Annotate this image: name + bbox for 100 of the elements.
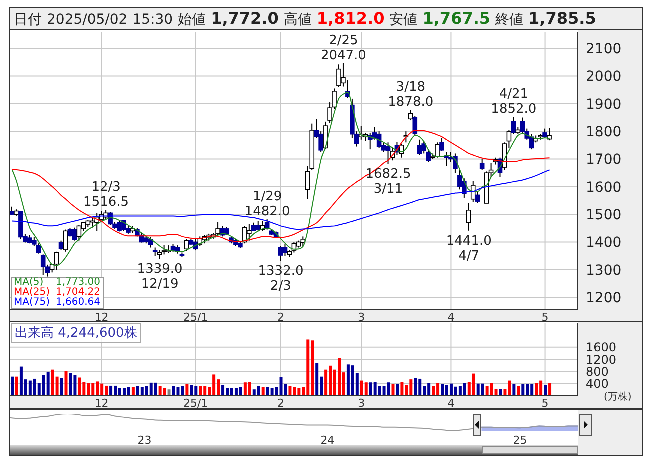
bar (548, 383, 552, 396)
bar (15, 376, 18, 396)
bar (172, 386, 176, 396)
x-tick-label: 24 (320, 434, 335, 447)
bar (46, 372, 50, 396)
candlestick (40, 254, 46, 276)
x-tick-label: 5 (542, 310, 549, 324)
annotation: 1/29 1482.0 (244, 190, 290, 220)
bar (544, 385, 548, 396)
bar (186, 384, 189, 396)
bar (396, 384, 400, 396)
y-tick-label: 1900 (586, 96, 622, 113)
y-axis-title: (万株) (604, 392, 632, 403)
bar (414, 378, 418, 396)
bar (387, 382, 390, 396)
annotation: 2/25 2047.0 (320, 33, 366, 64)
annotation: 1339.0 12/19 (137, 262, 183, 292)
bar (110, 386, 113, 396)
bar (248, 382, 252, 396)
annotation: 1682.5 3/11 (366, 167, 412, 198)
x-tick-label: 3 (358, 396, 366, 410)
y-tick-label: 1600 (586, 340, 617, 355)
candlestick (256, 220, 261, 232)
bar (288, 386, 292, 396)
bar (400, 382, 404, 396)
line-series (12, 170, 550, 230)
bar (168, 390, 171, 396)
annotation: 1332.0 2/3 (258, 264, 304, 294)
y-tick-label: 1400 (586, 235, 622, 252)
x-tick-label: 3 (358, 310, 366, 324)
bar (239, 387, 242, 396)
candlestick (444, 152, 449, 167)
bar (163, 388, 166, 396)
bar (472, 374, 476, 396)
bar (199, 386, 202, 396)
y-tick-label: 1200 (586, 352, 617, 367)
annotation: 1,773.00 (56, 277, 101, 288)
bar (64, 371, 68, 396)
x-tick-label: 2 (278, 396, 284, 410)
bar (364, 382, 368, 396)
bar (78, 378, 82, 396)
chart-title: 出来高 4,244,600株 (11, 323, 142, 343)
annotation: 1441.0 4/7 (446, 234, 492, 264)
candlestick (148, 236, 154, 248)
x-tick-label: 23 (138, 434, 152, 447)
x-tick-label: 5 (542, 396, 549, 410)
bar (132, 387, 135, 396)
y-tick-label: 400 (586, 377, 609, 392)
bar (316, 363, 319, 396)
bar (176, 387, 180, 396)
annotation: 12/3 1516.5 (84, 180, 130, 210)
candlestick (386, 142, 391, 165)
x-tick-label: 12 (94, 310, 109, 324)
chart-title: 日付 2025/05/02 15:30 始値 1,772.0 高値 1,812.0 安値 1,767.5 終値 1,785.5 (14, 9, 596, 28)
candlestick (323, 121, 328, 150)
bar (280, 377, 283, 396)
annotation: 3/18 1878.0 (388, 80, 434, 110)
candlestick (470, 180, 476, 203)
bar (257, 386, 260, 396)
y-tick-label: 2000 (586, 69, 622, 86)
annotation: 4/21 1852.0 (491, 87, 537, 118)
candlestick (417, 139, 422, 156)
bar (60, 378, 64, 396)
candlestick (547, 128, 552, 142)
candlestick (162, 244, 167, 256)
candlestick (278, 246, 284, 262)
bar (522, 384, 525, 396)
bar (127, 387, 130, 396)
bar (463, 383, 466, 396)
y-tick-label: 1500 (586, 208, 622, 224)
text: MA(75) (14, 297, 50, 308)
y-tick-label: 1700 (586, 152, 622, 168)
bar (190, 385, 194, 396)
bar (512, 384, 516, 396)
bar (392, 384, 395, 396)
candlestick (466, 203, 472, 232)
bar (535, 383, 538, 396)
candlestick (282, 244, 288, 257)
bar (432, 386, 436, 396)
bar (262, 387, 265, 396)
candlestick (54, 251, 60, 271)
bar (222, 385, 225, 396)
candlestick (184, 238, 190, 252)
bar (441, 384, 444, 396)
y-tick-label: 1800 (586, 124, 622, 141)
annotation: 1,704.22 (56, 287, 101, 298)
bar (154, 382, 158, 396)
bar (11, 376, 14, 396)
x-tick-label: 25/1 (184, 310, 208, 324)
y-tick-label: 1300 (586, 262, 622, 279)
bar (69, 373, 72, 396)
text: MA(25) (14, 287, 50, 298)
y-tick-label: 1200 (586, 290, 622, 307)
candlestick (63, 229, 68, 252)
bar (324, 370, 328, 396)
x-tick-label: 4 (448, 396, 455, 410)
x-tick-label: 25 (513, 434, 528, 447)
candlestick (480, 158, 485, 171)
y-tick-label: 800 (586, 364, 609, 379)
x-tick-label: 4 (448, 310, 455, 324)
